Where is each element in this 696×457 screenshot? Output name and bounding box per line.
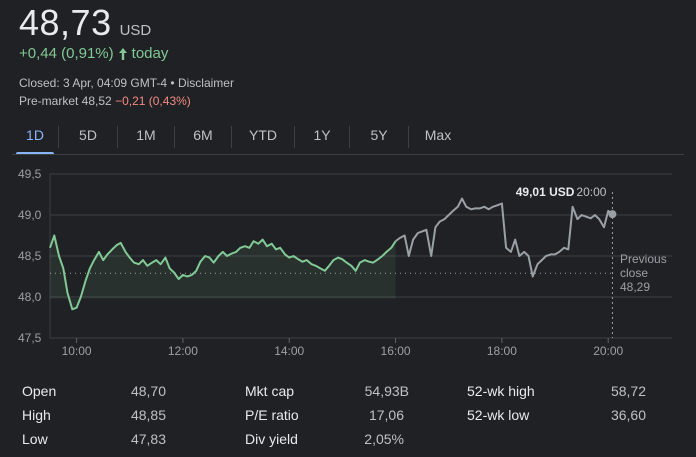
stat-open-value: 48,70	[130, 383, 166, 399]
premarket-row: Pre-market 48,52 −0,21 (0,43%)	[19, 94, 191, 108]
stat-low-value: 47,83	[130, 431, 166, 447]
premarket-change: −0,21 (0,43%)	[115, 94, 191, 108]
stat-div-value: 2,05%	[364, 431, 404, 447]
tab-max[interactable]: Max	[424, 127, 452, 143]
tab-1y[interactable]: 1Y	[313, 127, 331, 143]
currency-label: USD	[119, 22, 152, 39]
stat-open-label: Open	[22, 383, 57, 399]
tab-1d[interactable]: 1D	[12, 123, 58, 155]
tab-divider	[58, 126, 59, 148]
tab-divider	[408, 126, 409, 148]
tab-ytd[interactable]: YTD	[249, 127, 277, 143]
price-line-after-hours	[394, 197, 614, 278]
stat-52wk-low-label: 52-wk low	[467, 407, 530, 423]
previous-close-label-line2: close	[620, 266, 648, 280]
stat-high-label: High	[22, 407, 51, 423]
x-axis: 10:00 12:00 14:00 16:00 18:00 20:00	[62, 338, 624, 358]
stat-pe-label: P/E ratio	[245, 407, 299, 423]
price-row: 48,73 USD	[19, 2, 151, 44]
x-tick-label: 14:00	[274, 344, 304, 358]
x-tick-label: 20:00	[593, 344, 623, 358]
stat-52wk-low-value: 36,60	[610, 407, 646, 423]
tooltip-value: 49,01 USD	[516, 185, 575, 199]
price-line-regular	[49, 234, 397, 311]
change-period: today	[131, 45, 169, 62]
stat-low-label: Low	[22, 431, 48, 447]
tooltip-time: 20:00	[576, 185, 606, 199]
price-chart[interactable]: 49,5 49,0 48,5 48,0 47,5 10:00 12:00 14:00 16:0…	[0, 160, 696, 370]
price-area-fill	[50, 235, 396, 310]
y-axis: 49,5 49,0 48,5 48,0 47,5	[18, 167, 42, 345]
x-tick-label: 16:00	[381, 344, 411, 358]
stat-mktcap-value: 54,93B	[364, 383, 409, 399]
current-price: 48,73	[19, 2, 112, 43]
stat-high-value: 48,85	[130, 407, 166, 423]
y-tick-label: 49,0	[18, 208, 42, 222]
previous-close-value: 48,29	[620, 280, 650, 294]
x-tick-label: 18:00	[487, 344, 517, 358]
tab-divider	[349, 126, 350, 148]
tab-divider	[231, 126, 232, 148]
stat-mktcap-label: Mkt cap	[245, 383, 295, 399]
y-tick-label: 49,5	[18, 167, 42, 181]
x-tick-label: 12:00	[168, 344, 198, 358]
stat-div-label: Div yield	[245, 431, 298, 447]
tab-divider	[294, 126, 295, 148]
tab-divider	[174, 126, 175, 148]
tab-divider	[117, 126, 118, 148]
tab-1m[interactable]: 1M	[136, 127, 156, 143]
stat-pe-value: 17,06	[368, 407, 404, 423]
tab-6m[interactable]: 6M	[193, 127, 213, 143]
range-tabs: 1D 5D 1M 6M YTD 1Y 5Y Max	[12, 123, 467, 155]
price-change-row: +0,44 (0,91%) today	[19, 45, 168, 62]
y-tick-label: 47,5	[18, 331, 42, 345]
arrow-up-icon	[118, 47, 128, 61]
tabs-divider	[12, 154, 684, 155]
x-tick-label: 10:00	[62, 344, 92, 358]
tab-5d[interactable]: 5D	[79, 127, 97, 143]
stat-52wk-high-label: 52-wk high	[467, 383, 535, 399]
price-change: +0,44 (0,91%)	[19, 45, 114, 62]
stat-52wk-high-value: 58,72	[610, 383, 646, 399]
chart-grid	[49, 173, 672, 339]
y-tick-label: 48,5	[18, 249, 42, 263]
closed-disclaimer[interactable]: Closed: 3 Apr, 04:09 GMT-4 • Disclaimer	[19, 76, 234, 90]
premarket-label: Pre-market 48,52	[19, 94, 112, 108]
y-tick-label: 48,0	[18, 290, 42, 304]
previous-close-label-line1: Previous	[620, 252, 667, 266]
hover-point	[608, 210, 617, 219]
tab-5y[interactable]: 5Y	[370, 127, 388, 143]
